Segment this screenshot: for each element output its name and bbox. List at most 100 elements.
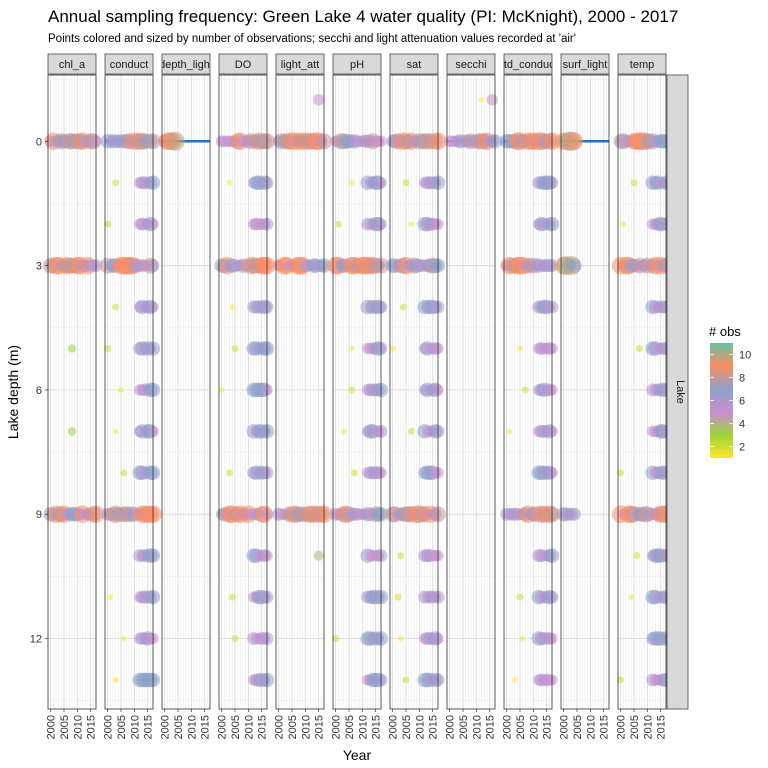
x-tick-label: 2005 bbox=[515, 715, 527, 739]
panel-strip bbox=[389, 53, 439, 75]
data-point bbox=[312, 94, 325, 106]
y-tick-label: 0 bbox=[36, 136, 42, 148]
x-tick-label: 2000 bbox=[445, 715, 457, 739]
panel-border bbox=[47, 74, 97, 710]
data-point bbox=[340, 428, 347, 435]
x-tick-label: 2000 bbox=[616, 715, 628, 739]
legend-tick-label: 8 bbox=[739, 373, 745, 385]
legend-tick-label: 6 bbox=[739, 396, 745, 408]
panel-border bbox=[332, 74, 382, 710]
data-point bbox=[104, 220, 112, 228]
data-point bbox=[516, 593, 524, 601]
x-tick-label: 2000 bbox=[160, 715, 172, 739]
data-point bbox=[630, 179, 638, 187]
data-point bbox=[408, 221, 415, 227]
x-tick-label: 2000 bbox=[388, 715, 400, 739]
legend-tick-label: 4 bbox=[739, 419, 745, 431]
x-tick-label: 2000 bbox=[331, 715, 343, 739]
data-point bbox=[389, 345, 396, 352]
x-tick-label: 2005 bbox=[59, 715, 71, 739]
panel-depth-light: depth_light 2000 2005 2010 2015 bbox=[158, 53, 212, 739]
data-point bbox=[348, 345, 355, 352]
panel-conduct: conduct 2000 2005 2010 2015 bbox=[99, 53, 162, 739]
x-tick-label: 2015 bbox=[86, 715, 98, 739]
x-tick-label: 2005 bbox=[173, 715, 185, 739]
x-tick-label: 2010 bbox=[357, 715, 369, 739]
y-tick-label: 6 bbox=[36, 385, 42, 397]
x-tick-label: 2000 bbox=[502, 715, 514, 739]
data-point bbox=[565, 132, 584, 151]
x-tick-label: 2010 bbox=[414, 715, 426, 739]
legend-tick-label: 2 bbox=[739, 442, 745, 454]
panel-pH: pH 2000 2005 2010 2015 bbox=[326, 53, 389, 739]
x-tick-label: 2005 bbox=[230, 715, 242, 739]
data-point bbox=[67, 427, 77, 436]
panel-chl-a: chl_a 2000 2005 2010 2015 bbox=[42, 53, 105, 739]
data-point bbox=[218, 387, 225, 393]
x-tick-label: 2015 bbox=[656, 715, 668, 739]
x-tick-label: 2005 bbox=[401, 715, 413, 739]
data-point bbox=[567, 507, 581, 521]
data-point bbox=[228, 593, 236, 601]
data-point bbox=[628, 594, 635, 600]
data-point bbox=[112, 303, 120, 311]
data-point bbox=[397, 635, 404, 642]
panel-strip-label: sat bbox=[407, 59, 422, 71]
y-tick-label: 9 bbox=[36, 509, 42, 521]
x-tick-label: 2015 bbox=[542, 715, 554, 739]
y-axis-title: Lake depth (m) bbox=[5, 345, 21, 439]
x-tick-label: 2015 bbox=[371, 715, 383, 739]
data-point bbox=[486, 94, 499, 106]
data-point bbox=[620, 221, 627, 227]
data-point bbox=[67, 344, 77, 353]
data-point bbox=[118, 387, 124, 393]
panel-strip-label: secchi bbox=[455, 59, 486, 71]
x-tick-label: 2005 bbox=[458, 715, 470, 739]
x-tick-label: 2005 bbox=[572, 715, 584, 739]
data-point bbox=[402, 179, 410, 187]
panel-border bbox=[104, 74, 154, 710]
data-point bbox=[407, 427, 415, 435]
panel-sat: sat 2000 2005 2010 2015 bbox=[384, 53, 447, 739]
x-tick-label: 2015 bbox=[314, 715, 326, 739]
panel-strip-label: conduct bbox=[110, 59, 149, 71]
panel-strip-label: DO bbox=[235, 59, 252, 71]
data-point bbox=[350, 469, 358, 477]
panel-strip bbox=[617, 53, 667, 75]
panel-temp: temp 2000 2005 2010 2015 bbox=[611, 53, 675, 739]
data-point bbox=[511, 677, 518, 683]
data-point bbox=[348, 179, 355, 186]
panel-secchi: secchi 2000 2005 2010 2015 bbox=[443, 53, 503, 739]
panel-border bbox=[446, 74, 496, 710]
panel-light-att: light_att 2000 2005 2010 2015 bbox=[272, 53, 333, 739]
panel-surf-light: surf_light 2000 2005 2010 2015 bbox=[554, 53, 611, 739]
x-tick-label: 2000 bbox=[217, 715, 229, 739]
data-point bbox=[506, 428, 513, 435]
x-tick-label: 2005 bbox=[629, 715, 641, 739]
data-point bbox=[112, 428, 119, 435]
panel-strip-label: surf_light bbox=[563, 59, 608, 71]
chart-title: Annual sampling frequency: Green Lake 4 … bbox=[48, 7, 678, 26]
data-point bbox=[120, 635, 127, 642]
x-tick-label: 2010 bbox=[129, 715, 141, 739]
data-point bbox=[348, 386, 356, 394]
data-point bbox=[617, 676, 625, 684]
row-strip: Lake bbox=[666, 74, 689, 710]
panel-strip-label: temp bbox=[630, 59, 654, 71]
y-tick-label: 12 bbox=[30, 634, 42, 646]
x-tick-label: 2015 bbox=[143, 715, 155, 739]
data-point bbox=[104, 344, 112, 352]
x-tick-label: 2010 bbox=[471, 715, 483, 739]
x-tick-label: 2000 bbox=[274, 715, 286, 739]
chart-subtitle: Points colored and sized by number of ob… bbox=[48, 33, 576, 45]
legend-colorbar bbox=[710, 343, 733, 458]
x-tick-label: 2010 bbox=[642, 715, 654, 739]
panel-strip bbox=[47, 53, 97, 75]
panel-strip bbox=[275, 53, 325, 75]
x-tick-label: 2010 bbox=[186, 715, 198, 739]
panel-strip-label: light_att bbox=[281, 59, 320, 71]
data-point bbox=[231, 635, 239, 643]
x-tick-label: 2010 bbox=[243, 715, 255, 739]
data-point bbox=[397, 552, 405, 560]
